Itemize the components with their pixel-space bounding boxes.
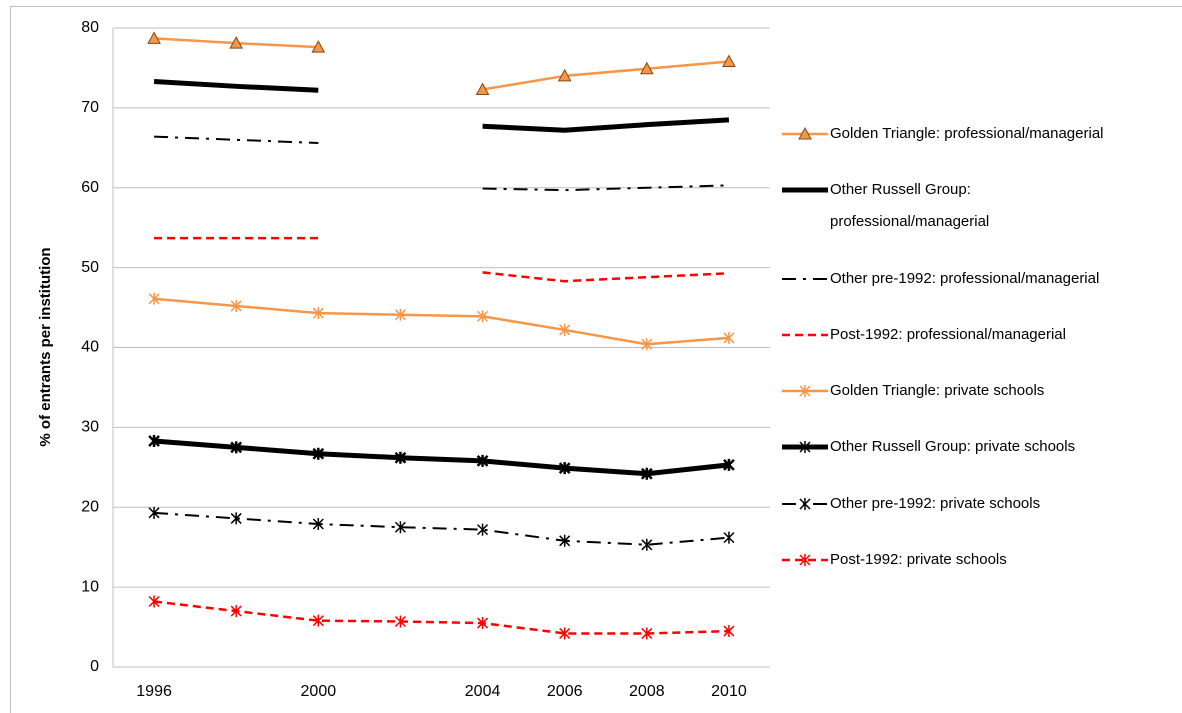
marker: [557, 68, 572, 82]
y-tick-label: 60: [81, 179, 99, 196]
legend-entry: Other Russell Group: professional/manage…: [778, 174, 1178, 238]
series-line: [153, 438, 730, 477]
marker: [477, 617, 489, 630]
x-tick-label: 2000: [301, 683, 337, 700]
marker: [148, 434, 160, 447]
legend-label: Other Russell Group: private schools: [830, 438, 1076, 456]
marker: [723, 458, 735, 471]
y-tick-label: 70: [81, 99, 99, 116]
legend-label: Other Russell Group: professional/manage…: [830, 181, 990, 231]
legend-label: Post-1992: private schools: [830, 550, 1007, 568]
marker: [799, 497, 811, 510]
marker: [312, 614, 324, 627]
marker: [641, 538, 653, 551]
legend-entry: Other pre-1992: private schools: [778, 488, 1178, 520]
marker: [394, 615, 406, 628]
marker: [229, 36, 244, 49]
legend-entry: Other pre-1992: professional/managerial: [778, 263, 1178, 295]
series-line: [153, 511, 730, 546]
legend-symbol: [782, 126, 828, 140]
marker: [476, 454, 489, 467]
legend-label: Golden Triangle: professional/managerial: [830, 125, 1104, 142]
legend-symbol: [782, 553, 828, 566]
marker: [558, 462, 571, 475]
y-tick-label: 10: [81, 578, 99, 595]
marker: [312, 518, 324, 531]
marker: [639, 61, 654, 75]
marker: [477, 523, 489, 536]
legend-symbol: [782, 441, 828, 454]
marker: [723, 331, 735, 344]
legend-symbol: [782, 187, 828, 193]
marker: [477, 310, 489, 323]
legend-symbol: [782, 277, 828, 280]
marker: [723, 531, 735, 544]
marker: [799, 385, 811, 398]
marker: [230, 441, 243, 454]
marker: [230, 299, 242, 312]
y-tick-label: 0: [90, 658, 99, 675]
marker: [559, 627, 571, 640]
legend-entry: Golden Triangle: private schools: [778, 375, 1178, 407]
y-tick-label: 50: [81, 259, 99, 276]
legend-symbol: [782, 497, 828, 510]
legend-label: Other pre-1992: private schools: [830, 494, 1041, 512]
marker: [641, 627, 653, 640]
legend-symbol: [782, 333, 828, 337]
y-tick-label: 20: [81, 498, 99, 515]
marker: [148, 506, 160, 519]
x-tick-label: 2008: [629, 683, 665, 700]
marker: [559, 323, 571, 336]
legend-label: Post-1992: professional/managerial: [830, 325, 1066, 343]
series-line: [154, 236, 729, 283]
marker: [148, 595, 160, 608]
marker: [559, 534, 571, 547]
marker: [230, 512, 242, 525]
marker: [475, 82, 490, 96]
series-line: [153, 600, 729, 635]
marker: [147, 31, 161, 44]
legend-entry: Golden Triangle: professional/managerial: [778, 118, 1178, 150]
marker: [641, 338, 653, 351]
marker: [311, 40, 326, 53]
legend-entry: Other Russell Group: private schools: [778, 431, 1178, 463]
legend-entry: Post-1992: private schools: [778, 544, 1178, 576]
marker: [394, 521, 406, 534]
x-tick-label: 2004: [465, 683, 501, 700]
marker: [230, 605, 242, 618]
marker: [723, 625, 735, 638]
y-tick-label: 40: [81, 339, 99, 356]
y-axis-label: % of entrants per institution: [37, 247, 54, 446]
series-line: [153, 297, 730, 346]
legend-entry: Post-1992: professional/managerial: [778, 319, 1178, 351]
marker: [799, 553, 811, 566]
x-tick-label: 1996: [136, 683, 172, 700]
series-line: [154, 135, 729, 192]
x-tick-label: 2006: [547, 683, 583, 700]
marker: [798, 126, 812, 140]
marker: [312, 307, 324, 320]
marker: [148, 292, 160, 305]
y-tick-label: 30: [81, 419, 99, 436]
series-line: [153, 79, 730, 133]
marker: [799, 441, 811, 454]
marker: [722, 54, 736, 68]
legend-label: Golden Triangle: private schools: [830, 382, 1045, 400]
legend-label: Other pre-1992: professional/managerial: [830, 269, 1100, 287]
legend-symbol: [782, 385, 828, 398]
marker: [640, 467, 653, 480]
y-tick-label: 80: [81, 19, 99, 36]
marker: [312, 447, 325, 460]
marker: [394, 308, 406, 321]
marker: [394, 451, 407, 464]
chart-border: [10, 6, 1182, 713]
x-tick-label: 2010: [711, 683, 747, 700]
legend: Golden Triangle: professional/managerial…: [778, 118, 1178, 576]
